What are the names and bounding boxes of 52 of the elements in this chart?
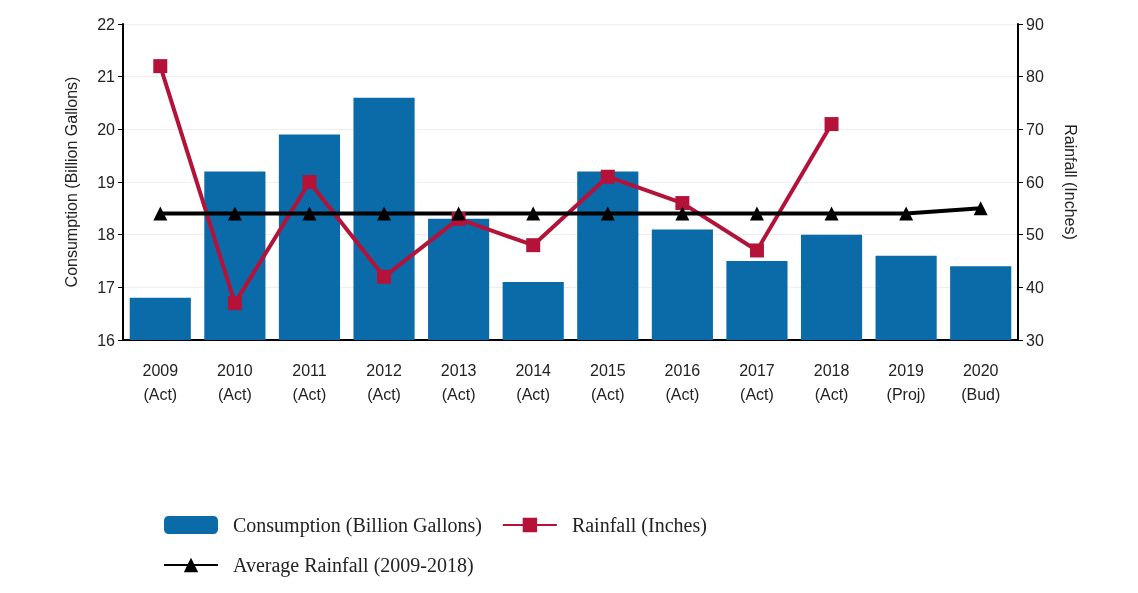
x-tick-label: 2009 (Act) <box>142 361 179 403</box>
point <box>600 206 615 221</box>
x-tick-label: 2016 (Act) <box>664 361 701 403</box>
point <box>526 206 541 221</box>
y-tick-label: 20 <box>97 120 116 138</box>
point <box>227 296 242 311</box>
x-tick-label: 2013 (Act) <box>440 361 477 403</box>
x-tick-label: 2017 (Act) <box>739 361 775 403</box>
legend-label: Rainfall (Inches) <box>571 514 707 537</box>
y2-tick-label: 60 <box>1026 173 1044 191</box>
point <box>899 206 914 221</box>
x-tick-label: 2015 (Act) <box>589 361 626 403</box>
x-tick-label: 2011 (Act) <box>292 361 327 403</box>
y-tick-label: 18 <box>97 226 116 244</box>
legend-label: Average Rainfall (2009-2018) <box>233 554 474 577</box>
x-tick-label: 2019 (Proj) <box>886 361 926 403</box>
y-tick-label: 16 <box>97 331 116 349</box>
y2-tick-label: 70 <box>1026 120 1044 138</box>
y-tick-label: 22 <box>97 15 116 33</box>
y2-tick-label: 80 <box>1026 68 1044 86</box>
x-tick-label: 2010 (Act) <box>217 361 253 403</box>
x-tick-label: 2018 (Act) <box>813 361 850 403</box>
y2-tick-label: 30 <box>1026 331 1044 349</box>
point <box>377 269 392 284</box>
point <box>153 59 168 74</box>
point <box>749 206 764 221</box>
point <box>675 206 690 221</box>
y-tick-label: 21 <box>97 68 116 86</box>
y-tick-label: 17 <box>97 278 116 296</box>
point <box>526 238 541 253</box>
point <box>824 117 839 132</box>
point <box>377 206 392 221</box>
point <box>153 206 168 221</box>
point <box>600 169 615 184</box>
point <box>302 206 317 221</box>
x-tick-label: 2012 (Act) <box>366 361 402 403</box>
point <box>824 206 839 221</box>
y-axis-title: Consumption (Billion Gallons) <box>62 76 80 288</box>
y2-tick-label: 50 <box>1026 226 1044 244</box>
point <box>451 206 466 221</box>
x-tick-label: 2020 (Bud) <box>961 361 1001 403</box>
y2-tick-label: 90 <box>1026 15 1044 33</box>
point <box>227 206 242 221</box>
point <box>675 196 690 211</box>
point <box>749 243 764 258</box>
legend-label: Consumption (Billion Gallons) <box>233 514 482 537</box>
y2-axis-title: Rainfall (Inches) <box>1061 124 1079 240</box>
point <box>973 201 988 216</box>
y2-tick-label: 40 <box>1026 278 1044 296</box>
y-tick-label: 19 <box>97 173 116 191</box>
point <box>302 175 317 189</box>
x-tick-label: 2014 (Act) <box>515 361 552 403</box>
